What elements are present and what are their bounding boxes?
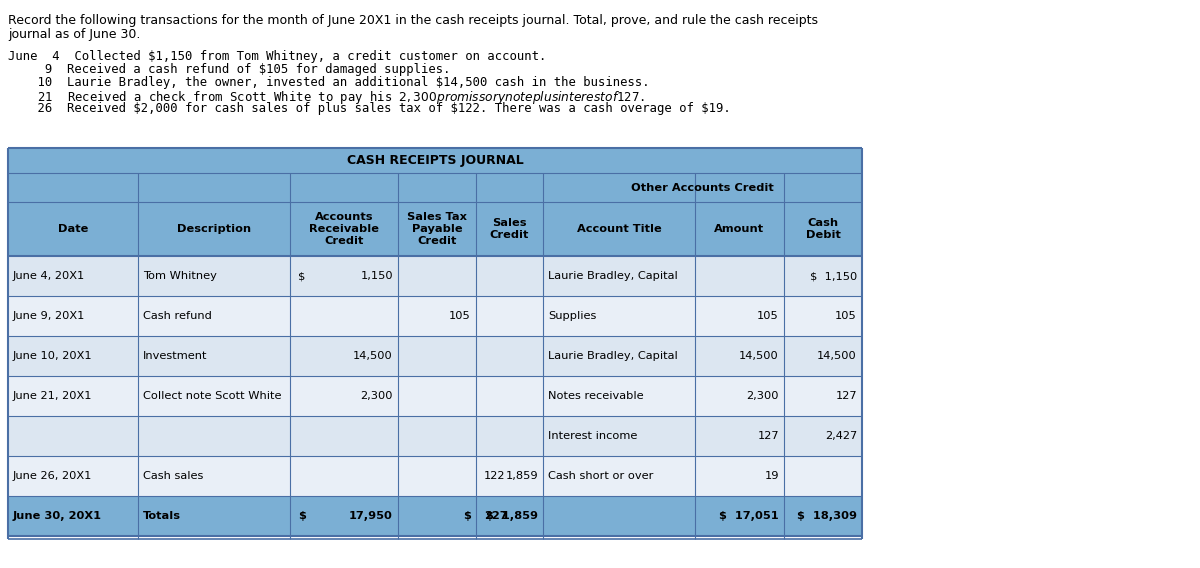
Text: 9  Received a cash refund of $105 for damaged supplies.: 9 Received a cash refund of $105 for dam…: [8, 63, 450, 76]
Bar: [8, 456, 862, 496]
Text: Description: Description: [176, 224, 251, 234]
Text: Interest income: Interest income: [548, 431, 637, 441]
Text: 19: 19: [764, 471, 779, 481]
Text: Cash short or over: Cash short or over: [548, 471, 653, 481]
Bar: [8, 416, 862, 456]
Text: 21  Received a check from Scott White to pay his $2,300 promissory note plus int: 21 Received a check from Scott White to …: [8, 89, 646, 106]
Text: 2,300: 2,300: [746, 391, 779, 401]
Text: Date: Date: [58, 224, 88, 234]
Text: $: $: [463, 511, 470, 521]
Text: 14,500: 14,500: [353, 351, 394, 361]
Text: June 4, 20X1: June 4, 20X1: [13, 271, 85, 281]
Text: June 30, 20X1: June 30, 20X1: [13, 511, 102, 521]
Bar: [8, 148, 862, 173]
Text: journal as of June 30.: journal as of June 30.: [8, 28, 140, 41]
Text: Laurie Bradley, Capital: Laurie Bradley, Capital: [548, 351, 678, 361]
Text: 1,150: 1,150: [360, 271, 394, 281]
Text: June 9, 20X1: June 9, 20X1: [13, 311, 85, 321]
Text: June 21, 20X1: June 21, 20X1: [13, 391, 92, 401]
Text: Amount: Amount: [714, 224, 764, 234]
Text: Laurie Bradley, Capital: Laurie Bradley, Capital: [548, 271, 678, 281]
Text: $: $: [298, 271, 305, 281]
Text: $  17,051: $ 17,051: [719, 511, 779, 521]
Text: $  1,150: $ 1,150: [810, 271, 857, 281]
Text: Sales
Credit: Sales Credit: [490, 218, 529, 240]
Text: 227: 227: [484, 511, 508, 521]
Text: Cash refund: Cash refund: [143, 311, 212, 321]
Text: June 10, 20X1: June 10, 20X1: [13, 351, 92, 361]
Text: Cash sales: Cash sales: [143, 471, 203, 481]
Text: 10  Laurie Bradley, the owner, invested an additional $14,500 cash in the busine: 10 Laurie Bradley, the owner, invested a…: [8, 76, 649, 89]
Text: June 26, 20X1: June 26, 20X1: [13, 471, 92, 481]
Text: $  1,859: $ 1,859: [486, 511, 538, 521]
Text: 127: 127: [757, 431, 779, 441]
Text: Supplies: Supplies: [548, 311, 596, 321]
Bar: [8, 173, 862, 202]
Text: June  4  Collected $1,150 from Tom Whitney, a credit customer on account.: June 4 Collected $1,150 from Tom Whitney…: [8, 50, 546, 63]
Text: Accounts
Receivable
Credit: Accounts Receivable Credit: [310, 212, 379, 245]
Text: Notes receivable: Notes receivable: [548, 391, 643, 401]
Bar: [8, 202, 862, 256]
Text: Tom Whitney: Tom Whitney: [143, 271, 217, 281]
Bar: [8, 336, 862, 376]
Text: 1,859: 1,859: [505, 471, 538, 481]
Text: Record the following transactions for the month of June 20X1 in the cash receipt: Record the following transactions for th…: [8, 14, 818, 27]
Text: Investment: Investment: [143, 351, 208, 361]
Text: Cash
Debit: Cash Debit: [805, 218, 840, 240]
Text: 122: 122: [484, 471, 505, 481]
Text: $: $: [298, 511, 306, 521]
Text: Account Title: Account Title: [577, 224, 661, 234]
Text: 105: 105: [449, 311, 470, 321]
Text: Sales Tax
Payable
Credit: Sales Tax Payable Credit: [407, 212, 467, 245]
Text: 14,500: 14,500: [739, 351, 779, 361]
Text: 105: 105: [757, 311, 779, 321]
Bar: [8, 376, 862, 416]
Bar: [8, 496, 862, 536]
Text: 105: 105: [835, 311, 857, 321]
Text: Other Accounts Credit: Other Accounts Credit: [631, 182, 774, 193]
Text: 17,950: 17,950: [349, 511, 394, 521]
Text: 2,427: 2,427: [824, 431, 857, 441]
Text: $  18,309: $ 18,309: [797, 511, 857, 521]
Text: 2,300: 2,300: [360, 391, 394, 401]
Text: CASH RECEIPTS JOURNAL: CASH RECEIPTS JOURNAL: [347, 154, 523, 167]
Text: Totals: Totals: [143, 511, 181, 521]
Bar: [8, 296, 862, 336]
Text: 26  Received $2,000 for cash sales of plus sales tax of $122. There was a cash o: 26 Received $2,000 for cash sales of plu…: [8, 102, 731, 115]
Text: Collect note Scott White: Collect note Scott White: [143, 391, 282, 401]
Text: 14,500: 14,500: [817, 351, 857, 361]
Text: 127: 127: [835, 391, 857, 401]
Bar: [8, 256, 862, 296]
